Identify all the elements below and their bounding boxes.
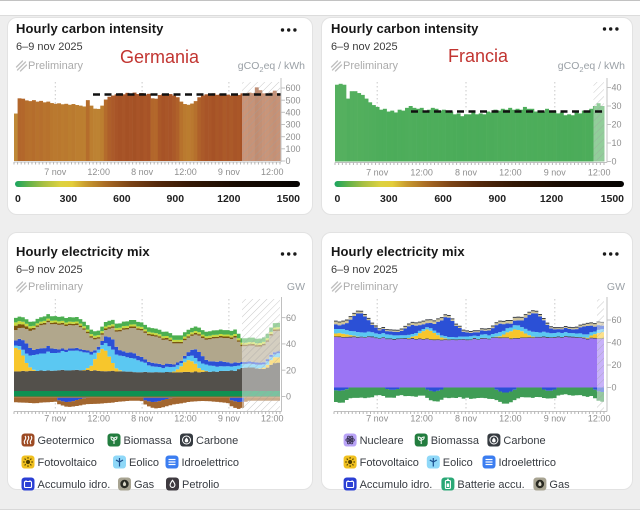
svg-text:10: 10 (612, 138, 622, 148)
svg-text:300: 300 (380, 193, 398, 205)
svg-text:12:00: 12:00 (499, 168, 522, 178)
svg-text:Batterie accu.: Batterie accu. (457, 479, 524, 491)
svg-text:12:00: 12:00 (174, 167, 197, 177)
svg-text:7 nov: 7 nov (44, 414, 67, 424)
svg-text:40: 40 (612, 83, 622, 93)
svg-text:9 nov: 9 nov (544, 168, 567, 178)
svg-text:0: 0 (612, 383, 617, 393)
svg-text:Gas: Gas (134, 479, 155, 491)
svg-text:12:00: 12:00 (410, 168, 433, 178)
svg-text:12:00: 12:00 (174, 414, 197, 424)
svg-text:30: 30 (612, 101, 622, 111)
svg-text:Idroelettrico: Idroelettrico (182, 457, 239, 469)
svg-text:60: 60 (286, 313, 296, 323)
svg-text:9 nov: 9 nov (218, 167, 241, 177)
svg-text:600: 600 (434, 193, 452, 205)
svg-text:1500: 1500 (601, 193, 625, 205)
svg-text:100: 100 (286, 144, 301, 154)
svg-text:0: 0 (612, 157, 617, 167)
svg-text:40: 40 (286, 339, 296, 349)
svg-text:8 nov: 8 nov (455, 168, 478, 178)
svg-text:0: 0 (15, 193, 21, 205)
svg-text:12:00: 12:00 (588, 414, 611, 424)
svg-text:Gas: Gas (549, 479, 570, 491)
svg-text:8 nov: 8 nov (455, 414, 478, 424)
svg-text:7 nov: 7 nov (44, 167, 67, 177)
svg-text:0: 0 (286, 156, 291, 166)
svg-text:900: 900 (489, 193, 507, 205)
svg-text:Nucleare: Nucleare (360, 435, 404, 447)
svg-text:9 nov: 9 nov (218, 414, 241, 424)
svg-text:300: 300 (286, 120, 301, 130)
svg-text:12:00: 12:00 (588, 168, 611, 178)
svg-text:Carbone: Carbone (503, 435, 545, 447)
svg-text:20: 20 (612, 360, 622, 370)
svg-text:1500: 1500 (277, 193, 301, 205)
svg-text:12:00: 12:00 (261, 414, 284, 424)
svg-text:40: 40 (612, 338, 622, 348)
svg-text:Petrolio: Petrolio (182, 479, 219, 491)
svg-text:12:00: 12:00 (499, 414, 522, 424)
svg-text:12:00: 12:00 (87, 167, 110, 177)
svg-text:Eolico: Eolico (443, 457, 473, 469)
svg-text:1200: 1200 (217, 193, 241, 205)
svg-text:9 nov: 9 nov (544, 414, 567, 424)
svg-text:0: 0 (335, 193, 341, 205)
svg-text:20: 20 (612, 120, 622, 130)
svg-text:Biomassa: Biomassa (124, 435, 173, 447)
svg-text:7 nov: 7 nov (366, 168, 389, 178)
svg-text:60: 60 (612, 315, 622, 325)
svg-text:Accumulo idro.: Accumulo idro. (38, 479, 111, 491)
svg-text:8 nov: 8 nov (131, 414, 154, 424)
svg-text:0: 0 (286, 392, 291, 402)
svg-text:Biomassa: Biomassa (431, 435, 480, 447)
svg-text:Carbone: Carbone (196, 435, 238, 447)
svg-text:1200: 1200 (540, 193, 564, 205)
svg-text:Eolico: Eolico (129, 457, 159, 469)
svg-text:200: 200 (286, 132, 301, 142)
svg-text:Fotovoltaico: Fotovoltaico (360, 457, 419, 469)
svg-text:20: 20 (286, 365, 296, 375)
svg-text:12:00: 12:00 (261, 167, 284, 177)
svg-text:600: 600 (286, 83, 301, 93)
svg-text:12:00: 12:00 (87, 414, 110, 424)
svg-text:Fotovoltaico: Fotovoltaico (38, 457, 97, 469)
svg-text:8 nov: 8 nov (131, 167, 154, 177)
svg-text:900: 900 (167, 193, 185, 205)
svg-text:Geotermico: Geotermico (38, 435, 95, 447)
svg-text:7 nov: 7 nov (366, 414, 389, 424)
svg-text:12:00: 12:00 (410, 414, 433, 424)
svg-text:400: 400 (286, 108, 301, 118)
svg-text:600: 600 (113, 193, 131, 205)
svg-text:Accumulo idro.: Accumulo idro. (360, 479, 433, 491)
svg-text:500: 500 (286, 95, 301, 105)
svg-text:Idroelettrico: Idroelettrico (499, 457, 556, 469)
svg-text:300: 300 (60, 193, 78, 205)
